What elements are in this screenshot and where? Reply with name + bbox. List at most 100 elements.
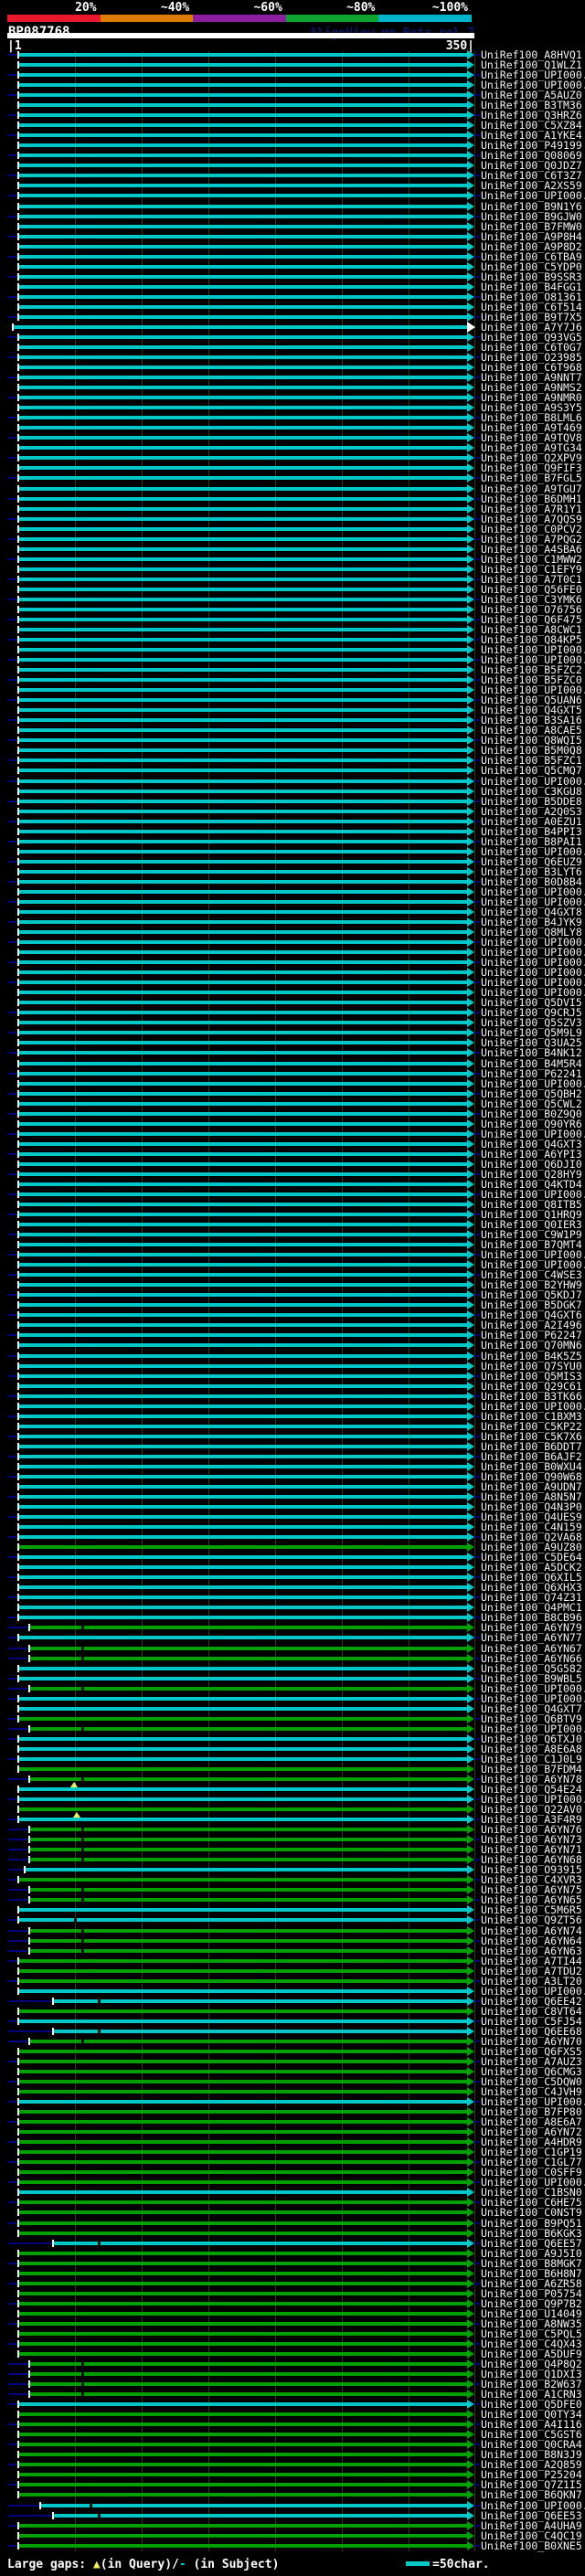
alignment-bar[interactable] <box>19 1182 467 1186</box>
alignment-bar[interactable] <box>30 1838 467 1842</box>
alignment-bar[interactable] <box>19 1031 467 1035</box>
alignment-bar[interactable] <box>19 2483 467 2487</box>
hit-label[interactable]: UniRef100_Q7Z1I5 <box>481 2478 582 2492</box>
alignment-bar[interactable] <box>19 2281 467 2285</box>
alignment-bar[interactable] <box>19 113 467 118</box>
hit-label[interactable]: UniRef100_B6DMH1 <box>481 492 582 505</box>
hit-label[interactable]: UniRef100_C5DE64 <box>481 1551 582 1564</box>
hit-label[interactable]: UniRef100_Q4GXT7 <box>481 1701 582 1715</box>
alignment-bar[interactable] <box>19 1363 467 1368</box>
alignment-bar[interactable] <box>30 2362 467 2366</box>
hit-label[interactable]: UniRef100_B5DGK7 <box>481 1299 582 1312</box>
alignment-bar[interactable] <box>19 1918 467 1923</box>
alignment-bar[interactable] <box>19 2453 467 2457</box>
hit-label[interactable]: UniRef100_B5FZC0 <box>481 673 582 687</box>
alignment-bar[interactable] <box>19 386 467 390</box>
alignment-bar[interactable] <box>19 204 467 208</box>
hit-label[interactable]: UniRef100_C6T514 <box>481 300 582 313</box>
alignment-bar[interactable] <box>19 940 467 945</box>
hit-label[interactable]: UniRef100_B6AJF2 <box>481 1449 582 1463</box>
hit-label[interactable]: UniRef100_C4QX43 <box>481 2337 582 2350</box>
alignment-bar[interactable] <box>19 1988 467 1993</box>
alignment-bar[interactable] <box>19 1171 467 1176</box>
hit-label[interactable]: UniRef100_B9N1Y6 <box>481 199 582 213</box>
alignment-bar[interactable] <box>19 2341 467 2346</box>
alignment-bar[interactable] <box>19 1263 467 1267</box>
hit-label[interactable]: UniRef100_UPI000.. <box>481 976 585 990</box>
alignment-bar[interactable] <box>19 779 467 783</box>
alignment-bar[interactable] <box>19 345 467 349</box>
alignment-bar[interactable] <box>19 1424 467 1428</box>
hit-label[interactable]: UniRef100_A6YN67 <box>481 1641 582 1655</box>
hit-label[interactable]: UniRef100_A1YKE4 <box>481 129 582 143</box>
alignment-bar[interactable] <box>19 476 467 481</box>
hit-label[interactable]: UniRef100_Q4PMC1 <box>481 1601 582 1615</box>
hit-label[interactable]: UniRef100_Q4UES9 <box>481 1511 582 1524</box>
alignment-bar[interactable] <box>19 194 467 198</box>
hit-label[interactable]: UniRef100_A9TGU7 <box>481 482 582 495</box>
alignment-bar[interactable] <box>19 2090 467 2094</box>
alignment-bar[interactable] <box>19 1373 467 1378</box>
alignment-bar[interactable] <box>19 2130 467 2135</box>
alignment-bar[interactable] <box>19 2311 467 2316</box>
alignment-bar[interactable] <box>19 1131 467 1136</box>
alignment-bar[interactable] <box>54 2029 467 2033</box>
hit-label[interactable]: UniRef100_P05754 <box>481 2286 582 2300</box>
alignment-bar[interactable] <box>19 587 467 591</box>
hit-label[interactable]: UniRef100_UPI000.. <box>481 885 585 898</box>
hit-label[interactable]: UniRef100_A8HVQ1 <box>481 48 582 61</box>
hit-label[interactable]: UniRef100_C5DQW0 <box>481 2075 582 2089</box>
alignment-bar[interactable] <box>19 2120 467 2125</box>
hit-label[interactable]: UniRef100_A6ZR58 <box>481 2276 582 2290</box>
hit-label[interactable]: UniRef100_B0WXU4 <box>481 1459 582 1473</box>
alignment-bar[interactable] <box>30 1928 467 1933</box>
alignment-bar[interactable] <box>30 1726 467 1731</box>
alignment-bar[interactable] <box>19 1011 467 1015</box>
hit-label[interactable]: UniRef100_UPI000.. <box>481 774 585 788</box>
hit-label[interactable]: UniRef100_B6H8N7 <box>481 2266 582 2280</box>
alignment-bar[interactable] <box>19 2170 467 2175</box>
hit-label[interactable]: UniRef100_C1GL77 <box>481 2156 582 2169</box>
alignment-bar[interactable] <box>19 1161 467 1166</box>
hit-label[interactable]: UniRef100_UPI000.. <box>481 1722 585 1735</box>
hit-label[interactable]: UniRef100_Q2XPV9 <box>481 451 582 465</box>
hit-label[interactable]: UniRef100_A8N5N7 <box>481 1490 582 1503</box>
hit-label[interactable]: UniRef100_A6YN70 <box>481 2034 582 2048</box>
hit-label[interactable]: UniRef100_A8NW35 <box>481 2316 582 2330</box>
alignment-bar[interactable] <box>19 2200 467 2205</box>
hit-label[interactable]: UniRef100_B4M5R4 <box>481 1056 582 1070</box>
alignment-bar[interactable] <box>19 1818 467 1822</box>
alignment-bar[interactable] <box>54 2513 467 2518</box>
alignment-bar[interactable] <box>19 2422 467 2427</box>
hit-label[interactable]: UniRef100_Q0CRA4 <box>481 2438 582 2452</box>
hit-label[interactable]: UniRef100_Q1WLZ1 <box>481 58 582 72</box>
hit-label[interactable]: UniRef100_A6YN72 <box>481 2125 582 2139</box>
hit-label[interactable]: UniRef100_B7FMW0 <box>481 219 582 233</box>
hit-label[interactable]: UniRef100_UPI000.. <box>481 1248 585 1262</box>
hit-label[interactable]: UniRef100_Q56FE0 <box>481 582 582 596</box>
alignment-bar[interactable] <box>19 1585 467 1590</box>
hit-label[interactable]: UniRef100_UPI000.. <box>481 966 585 980</box>
hit-label[interactable]: UniRef100_A6YN64 <box>481 1934 582 1947</box>
alignment-bar[interactable] <box>19 1958 467 1963</box>
alignment-bar[interactable] <box>19 1756 467 1761</box>
hit-label[interactable]: UniRef100_Q5DVI5 <box>481 996 582 1010</box>
alignment-bar[interactable] <box>30 1646 467 1650</box>
alignment-bar[interactable] <box>19 2100 467 2104</box>
hit-label[interactable]: UniRef100_C1BXM3 <box>481 1409 582 1423</box>
hit-label[interactable]: UniRef100_O76756 <box>481 602 582 616</box>
alignment-bar[interactable] <box>19 991 467 995</box>
alignment-bar[interactable] <box>19 2160 467 2165</box>
hit-label[interactable]: UniRef100_Q5MIS3 <box>481 1369 582 1383</box>
hit-label[interactable]: UniRef100_A4HDR9 <box>481 2136 582 2149</box>
hit-label[interactable]: UniRef100_C6T0G7 <box>481 341 582 354</box>
hit-label[interactable]: UniRef100_A2Q0S3 <box>481 804 582 818</box>
alignment-bar[interactable] <box>14 324 467 329</box>
hit-label[interactable]: UniRef100_B0D8B4 <box>481 875 582 888</box>
hit-label[interactable]: UniRef100_A6YN63 <box>481 1944 582 1957</box>
alignment-bar[interactable] <box>19 284 467 289</box>
alignment-bar[interactable] <box>19 1121 467 1126</box>
alignment-bar[interactable] <box>19 1746 467 1751</box>
alignment-bar[interactable] <box>19 1213 467 1217</box>
hit-label[interactable]: UniRef100_A7PQG2 <box>481 532 582 546</box>
